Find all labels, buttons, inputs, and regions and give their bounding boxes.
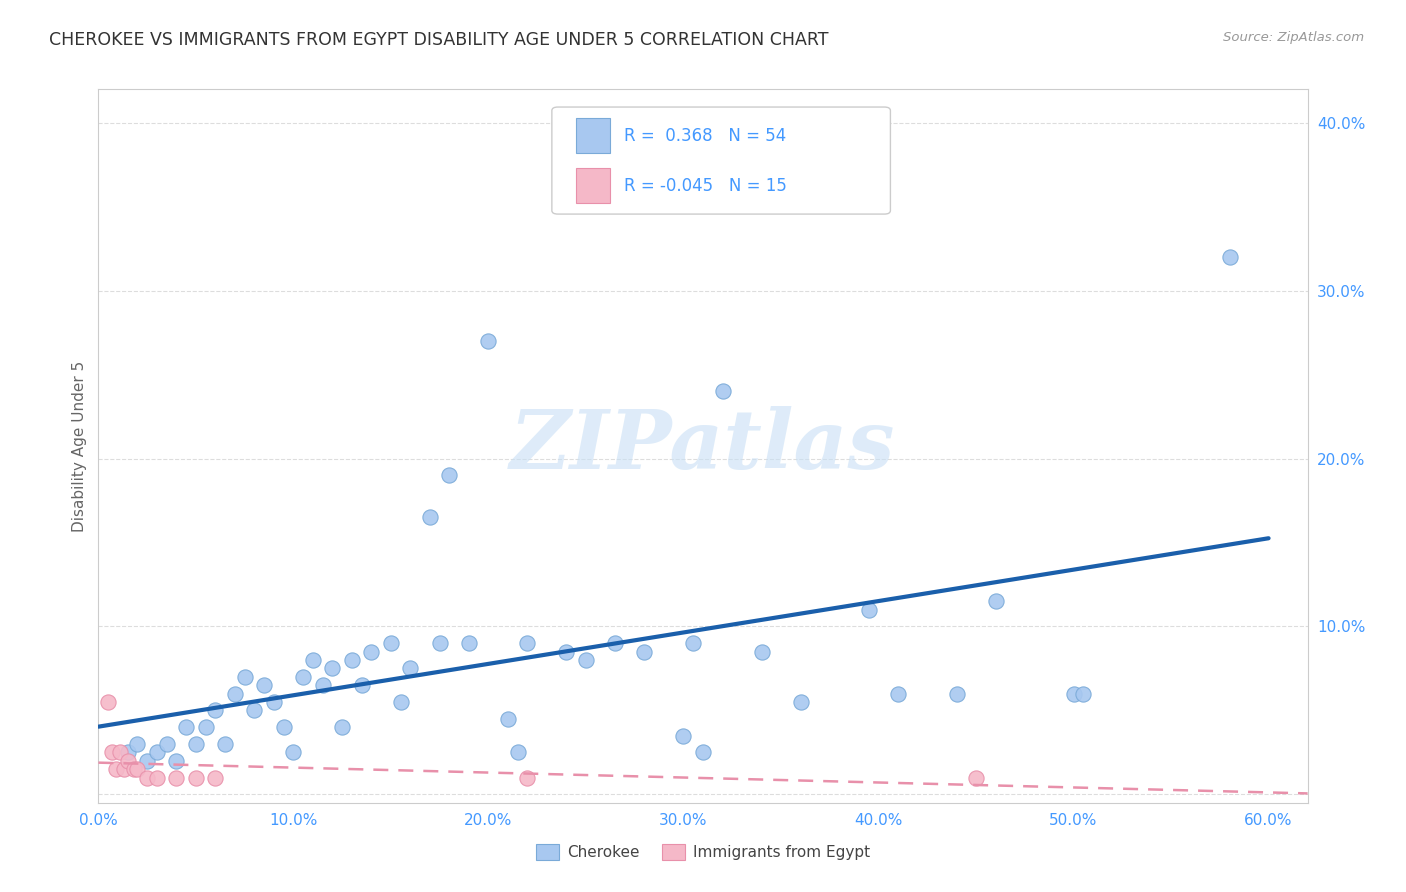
Point <box>104 762 127 776</box>
Point <box>380 636 402 650</box>
Point <box>243 703 266 717</box>
FancyBboxPatch shape <box>551 107 890 214</box>
Point <box>555 645 578 659</box>
Point <box>321 661 343 675</box>
Point <box>439 468 461 483</box>
Point <box>117 754 139 768</box>
Point <box>302 653 325 667</box>
Point <box>101 746 124 760</box>
Point <box>146 771 169 785</box>
Point <box>458 636 481 650</box>
Text: CHEROKEE VS IMMIGRANTS FROM EGYPT DISABILITY AGE UNDER 5 CORRELATION CHART: CHEROKEE VS IMMIGRANTS FROM EGYPT DISABI… <box>49 31 828 49</box>
Point <box>672 729 695 743</box>
Point <box>174 720 197 734</box>
Point <box>682 636 704 650</box>
Point <box>945 687 967 701</box>
Point <box>127 762 149 776</box>
Point <box>692 746 714 760</box>
Point <box>97 695 120 709</box>
Point <box>283 746 305 760</box>
Y-axis label: Disability Age Under 5: Disability Age Under 5 <box>72 360 87 532</box>
Point <box>165 771 187 785</box>
Point <box>273 720 295 734</box>
Point <box>233 670 256 684</box>
Point <box>429 636 451 650</box>
Point <box>108 746 131 760</box>
Point <box>496 712 519 726</box>
Point <box>136 754 159 768</box>
Point <box>360 645 382 659</box>
Point <box>633 645 655 659</box>
Point <box>1219 250 1241 264</box>
Point <box>117 746 139 760</box>
Text: R =  0.368   N = 54: R = 0.368 N = 54 <box>624 127 786 145</box>
Text: R = -0.045   N = 15: R = -0.045 N = 15 <box>624 177 787 194</box>
Point <box>312 678 335 692</box>
Point <box>419 510 441 524</box>
Point <box>165 754 187 768</box>
Point <box>136 771 159 785</box>
Point <box>605 636 627 650</box>
Point <box>146 746 169 760</box>
Point <box>184 771 207 785</box>
Point <box>789 695 811 709</box>
Text: Source: ZipAtlas.com: Source: ZipAtlas.com <box>1223 31 1364 45</box>
Point <box>184 737 207 751</box>
Point <box>965 771 987 785</box>
Point <box>122 762 145 776</box>
Point <box>984 594 1007 608</box>
Point <box>253 678 276 692</box>
Point <box>292 670 315 684</box>
Point <box>340 653 363 667</box>
FancyBboxPatch shape <box>576 169 610 202</box>
Point <box>751 645 773 659</box>
Point <box>204 703 226 717</box>
Point <box>263 695 285 709</box>
Point <box>516 636 538 650</box>
Point <box>224 687 246 701</box>
Point <box>127 737 149 751</box>
Point <box>1063 687 1085 701</box>
Legend: Cherokee, Immigrants from Egypt: Cherokee, Immigrants from Egypt <box>530 838 876 866</box>
Point <box>350 678 373 692</box>
Point <box>516 771 538 785</box>
Text: ZIPatlas: ZIPatlas <box>510 406 896 486</box>
Point <box>711 384 734 399</box>
Point <box>887 687 910 701</box>
Point <box>575 653 598 667</box>
Point <box>156 737 179 751</box>
Point <box>194 720 217 734</box>
Point <box>330 720 353 734</box>
FancyBboxPatch shape <box>576 119 610 153</box>
Point <box>506 746 529 760</box>
Point <box>214 737 236 751</box>
Point <box>1071 687 1094 701</box>
Point <box>112 762 135 776</box>
Point <box>389 695 412 709</box>
Point <box>204 771 226 785</box>
Point <box>858 603 880 617</box>
Point <box>399 661 422 675</box>
Point <box>477 334 499 348</box>
